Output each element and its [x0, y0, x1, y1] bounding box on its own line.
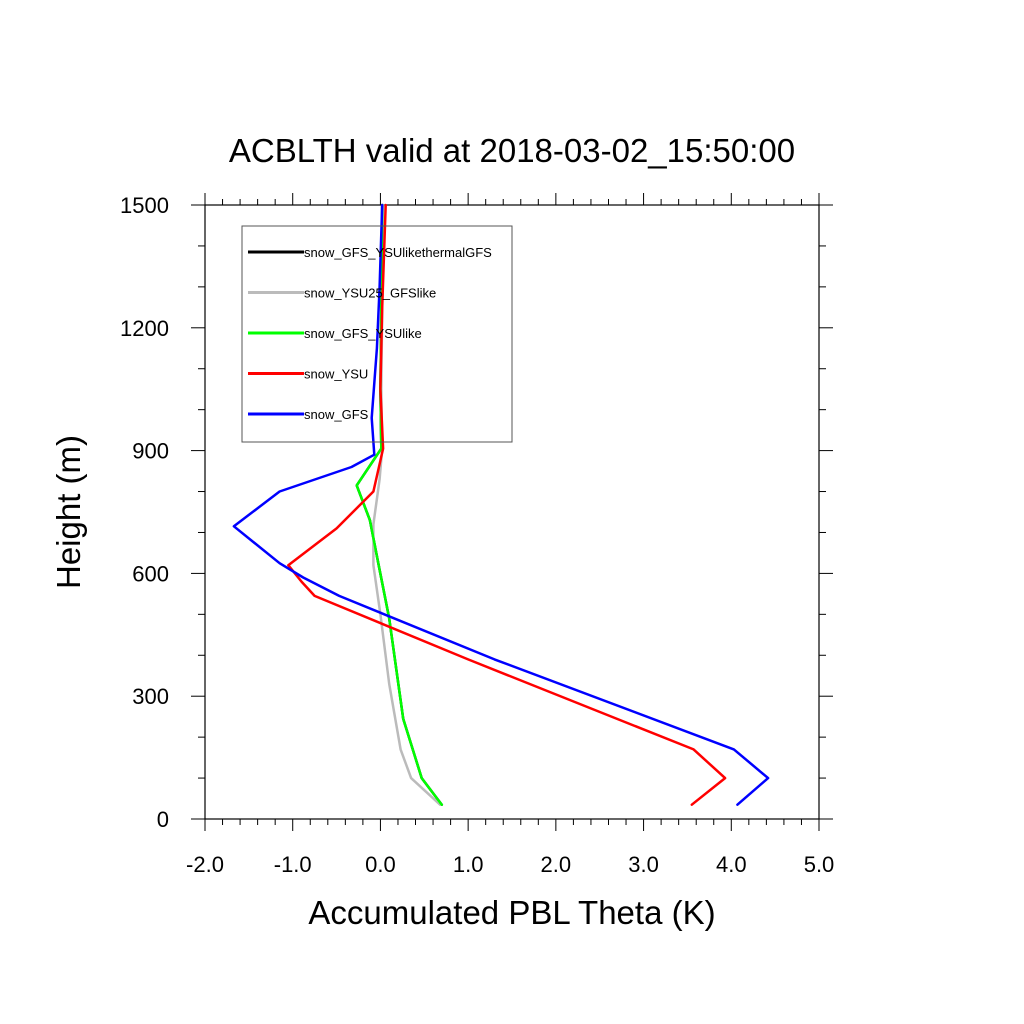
- y-tick-label: 900: [132, 439, 169, 464]
- y-tick-label: 1500: [120, 193, 169, 218]
- legend-box: [241, 225, 513, 443]
- x-tick-label: 4.0: [716, 852, 747, 877]
- series-line-5: [232, 203, 770, 806]
- series-group: [232, 203, 770, 806]
- ticks-group: -2.0 -1.0 0.0 1.0 2.0 3.0 4.0 5.0 0 300 600 900 1200…: [120, 193, 834, 877]
- x-tick-label: 0.0: [365, 852, 396, 877]
- x-tick-label: 1.0: [453, 852, 484, 877]
- x-tick-label: 5.0: [804, 852, 835, 877]
- plot-frame-group: [204, 204, 820, 820]
- x-axis-label: Accumulated PBL Theta (K): [308, 894, 715, 931]
- y-tick-label: 300: [132, 684, 169, 709]
- plot-frame: [204, 204, 820, 820]
- legend-label-1: snow_GFS_YSUlikethermalGFS: [304, 245, 492, 260]
- y-tick-label: 0: [157, 807, 169, 832]
- legend-label-3: snow_GFS_YSUlike: [304, 326, 422, 341]
- y-tick-label: 600: [132, 561, 169, 586]
- y-axis-label: Height (m): [50, 435, 87, 589]
- x-tick-label: -1.0: [274, 852, 312, 877]
- series-line-4: [287, 203, 727, 806]
- y-tick-label: 1200: [120, 316, 169, 341]
- x-tick-label: 3.0: [628, 852, 659, 877]
- legend-label-2: snow_YSU25_GFSlike: [304, 286, 436, 301]
- legend: snow_GFS_YSUlikethermalGFS snow_YSU25_GFS…: [241, 225, 513, 443]
- x-tick-label: 2.0: [541, 852, 572, 877]
- chart-title: ACBLTH valid at 2018-03-02_15:50:00: [229, 132, 795, 169]
- legend-label-4: snow_YSU: [304, 367, 368, 382]
- legend-label-5: snow_GFS: [304, 407, 369, 422]
- x-tick-label: -2.0: [186, 852, 224, 877]
